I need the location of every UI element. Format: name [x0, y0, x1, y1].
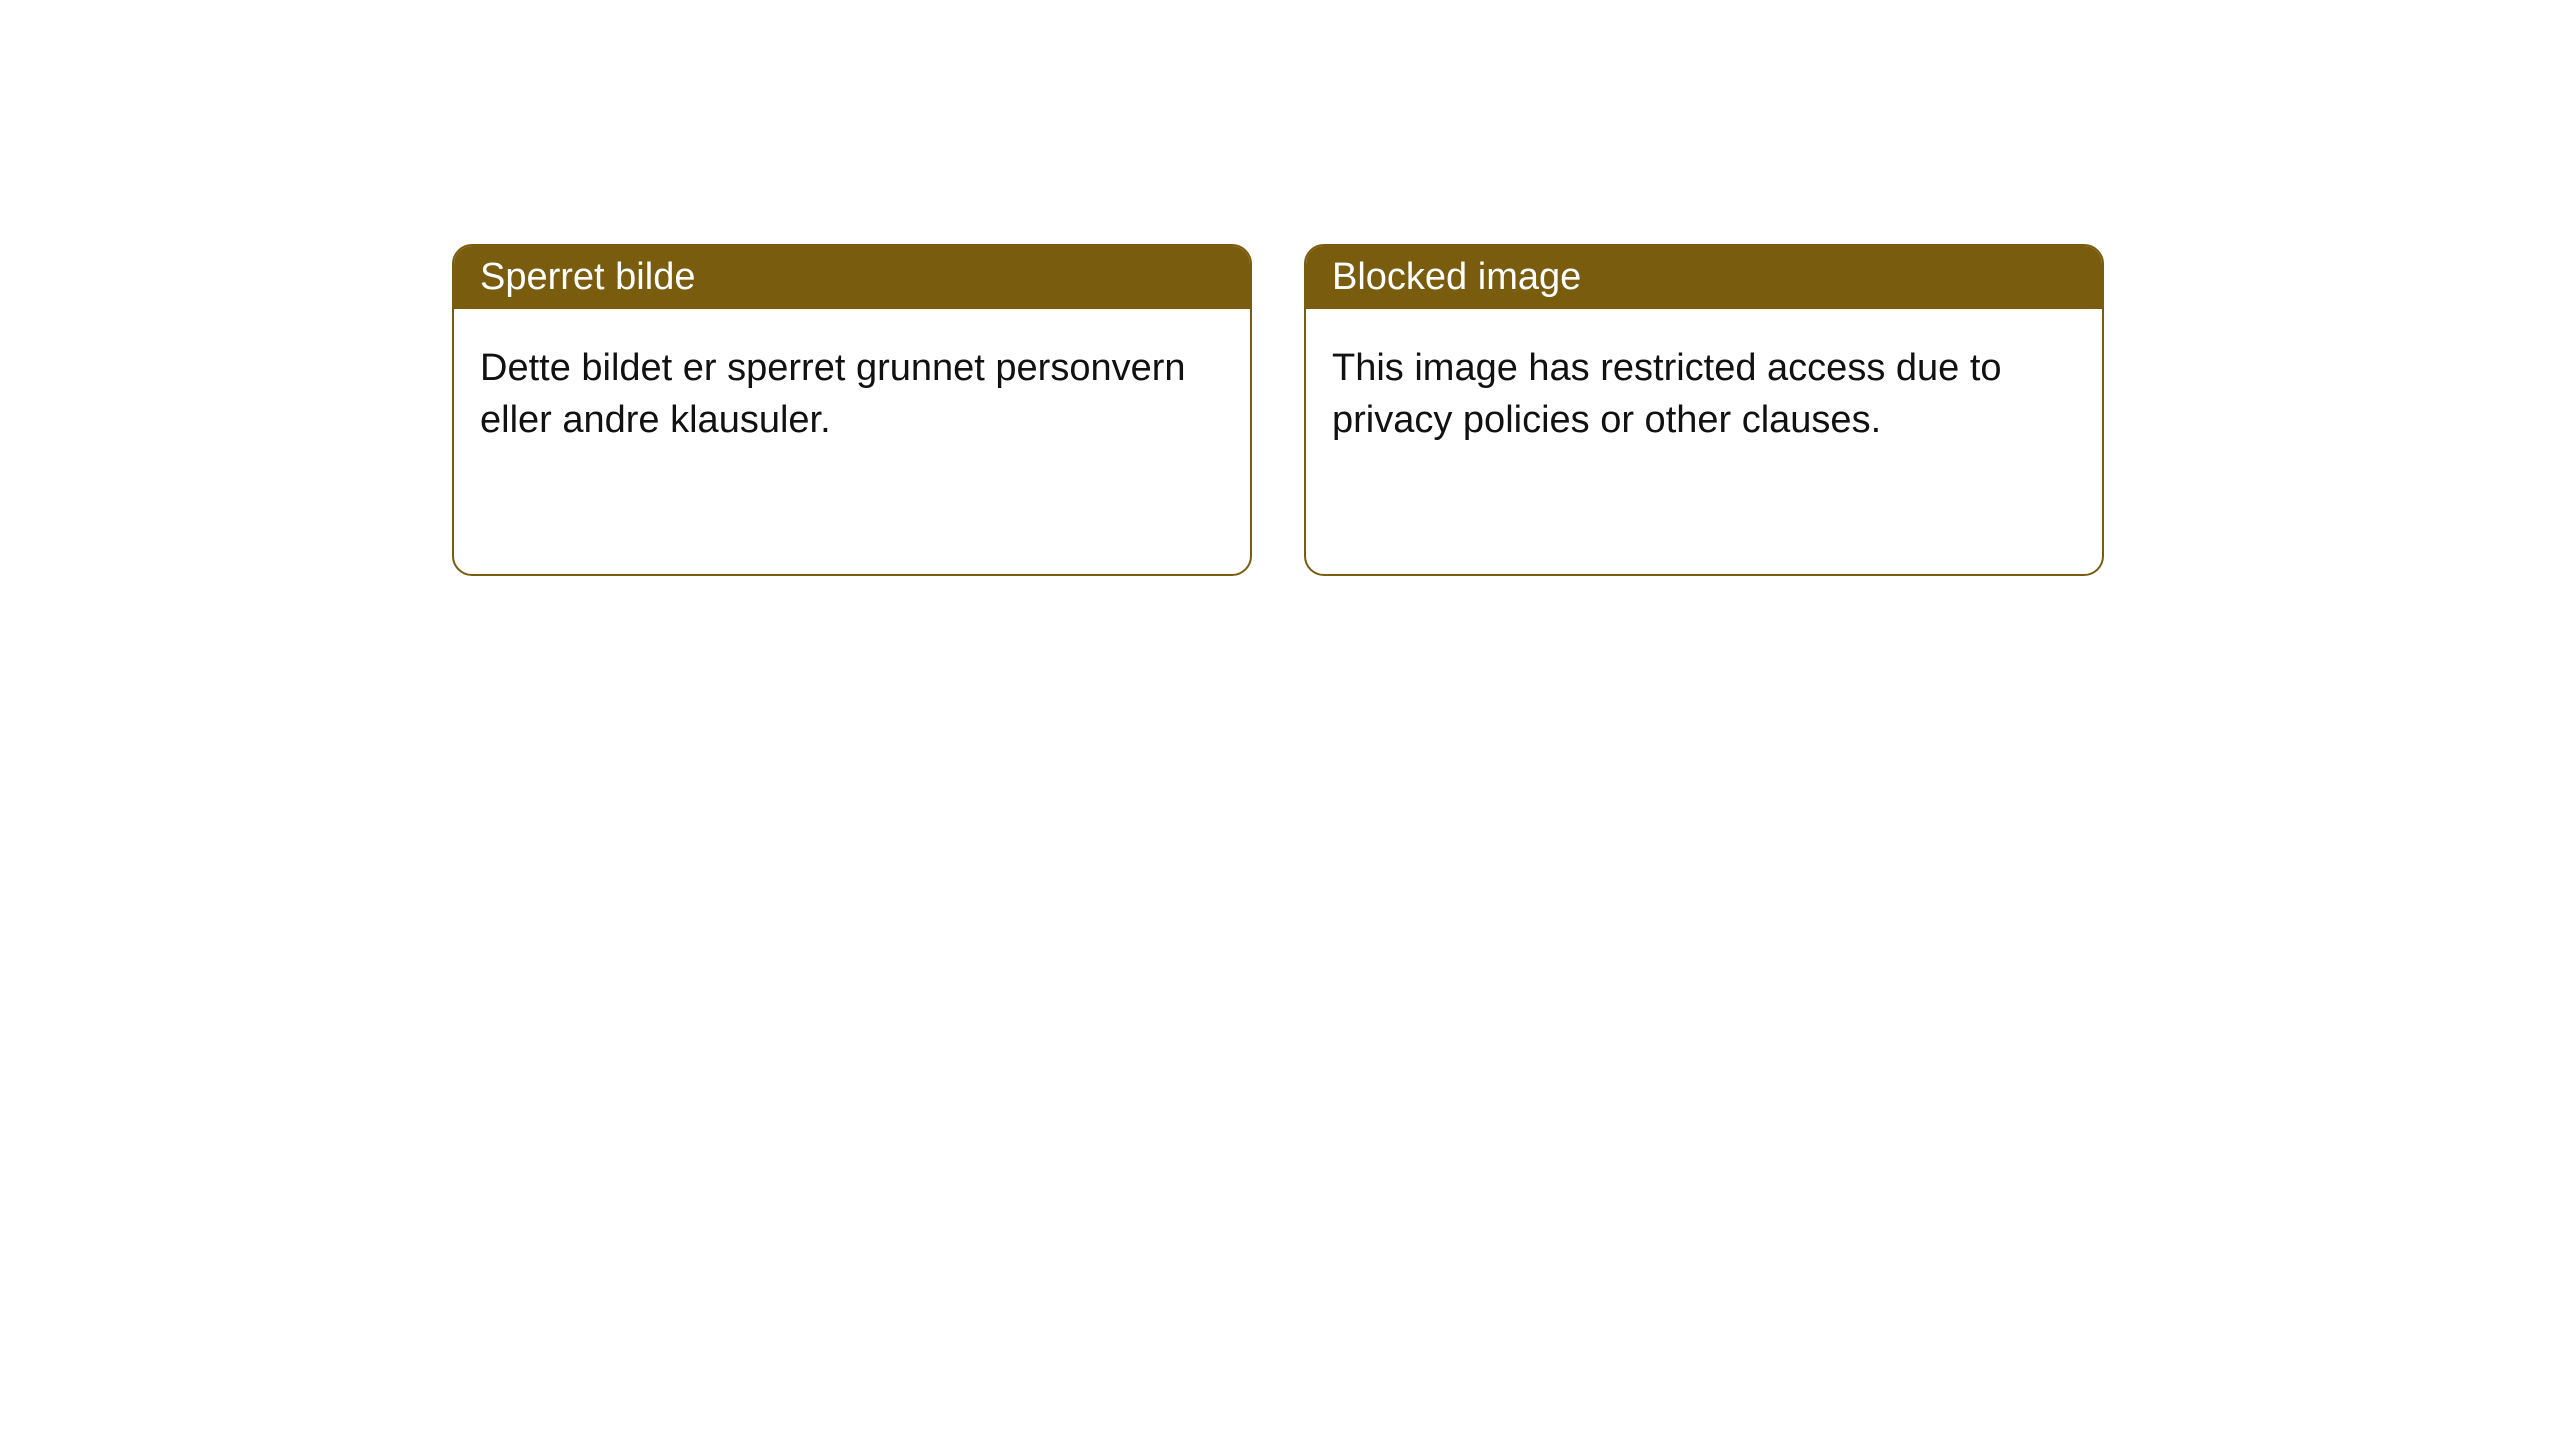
notice-card-no: Sperret bilde Dette bildet er sperret gr… — [452, 244, 1252, 576]
notice-cards-container: Sperret bilde Dette bildet er sperret gr… — [0, 0, 2560, 576]
notice-card-title: Blocked image — [1332, 256, 1581, 298]
notice-card-en: Blocked image This image has restricted … — [1304, 244, 2104, 576]
notice-card-header: Sperret bilde — [454, 246, 1250, 309]
notice-card-header: Blocked image — [1306, 246, 2102, 309]
notice-card-body: This image has restricted access due to … — [1306, 309, 2102, 480]
notice-card-text: Dette bildet er sperret grunnet personve… — [480, 347, 1186, 441]
notice-card-body: Dette bildet er sperret grunnet personve… — [454, 309, 1250, 480]
notice-card-title: Sperret bilde — [480, 256, 695, 298]
notice-card-text: This image has restricted access due to … — [1332, 347, 2002, 441]
